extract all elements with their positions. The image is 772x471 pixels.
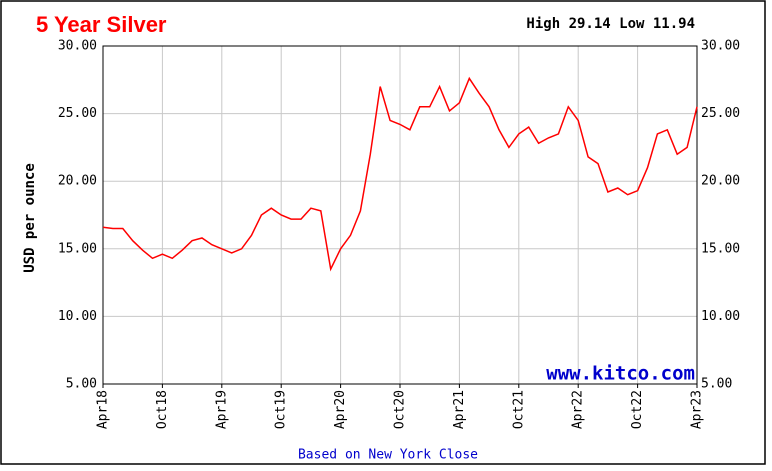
y-axis-label: USD per ounce [22,163,38,273]
x-tick-label: Oct22 [630,390,645,429]
x-tick-label: Apr23 [690,390,705,429]
x-tick-label: Apr21 [452,390,467,429]
frame [0,0,766,465]
y-tick-label: 5.00 [66,377,97,392]
y2-tick-label: 5.00 [701,377,732,392]
y2-tick-label: 15.00 [701,241,740,256]
y2-tick-label: 30.00 [701,39,740,54]
x-tick-label: Oct18 [155,390,170,429]
y-tick-label: 25.00 [58,106,97,121]
x-tick-label: Apr20 [333,390,348,429]
x-tick-label: Apr19 [214,390,229,429]
x-tick-label: Apr22 [571,390,586,429]
y-tick-label: 20.00 [58,174,97,189]
footnote: Based on New York Close [298,448,478,463]
x-tick-label: Apr18 [96,390,111,429]
y-tick-label: 15.00 [58,241,97,256]
y2-tick-label: 20.00 [701,174,740,189]
price-line [102,76,698,272]
y2-tick-label: 10.00 [701,309,740,324]
chart-title: 5 Year Silver [36,12,167,37]
y-tick-label: 10.00 [58,309,97,324]
x-tick-label: Oct19 [274,390,289,429]
watermark: www.kitco.com [546,363,695,385]
y-tick-label: 30.00 [58,39,97,54]
high-low: High 29.14 Low 11.94 [526,16,695,32]
plot-border [102,45,698,385]
x-tick-label: Oct21 [511,390,526,429]
y2-tick-label: 25.00 [701,106,740,121]
x-tick-label: Oct20 [393,390,408,429]
